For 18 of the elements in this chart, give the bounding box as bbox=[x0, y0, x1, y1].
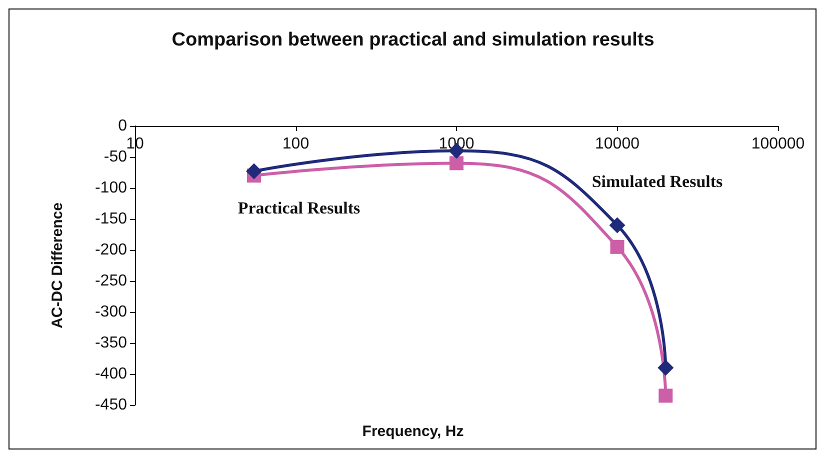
x-tick-label: 10000 bbox=[595, 136, 640, 152]
y-tick-label: -350 bbox=[94, 334, 128, 352]
y-tick-label: -200 bbox=[94, 242, 128, 258]
series-label: Simulated Results bbox=[592, 172, 724, 192]
y-tick-label: -150 bbox=[94, 210, 128, 228]
x-tick-label: 100000 bbox=[751, 136, 805, 152]
y-axis-title: AC-DC Difference bbox=[49, 202, 66, 328]
chart-title: Comparison between practical and simulation results bbox=[172, 30, 654, 50]
y-tick-label: -250 bbox=[94, 272, 128, 290]
x-axis-title: Frequency, Hz bbox=[362, 423, 464, 440]
y-tick-label: -450 bbox=[94, 396, 128, 414]
y-tick-label: -300 bbox=[94, 304, 128, 320]
y-tick-label: 0 bbox=[118, 118, 128, 134]
y-tick-label: -400 bbox=[94, 366, 128, 382]
y-tick-label: -50 bbox=[104, 148, 128, 166]
y-tick-label: -100 bbox=[94, 180, 128, 196]
series-label: Practical Results bbox=[238, 198, 361, 218]
x-tick-label: 100 bbox=[282, 136, 310, 152]
